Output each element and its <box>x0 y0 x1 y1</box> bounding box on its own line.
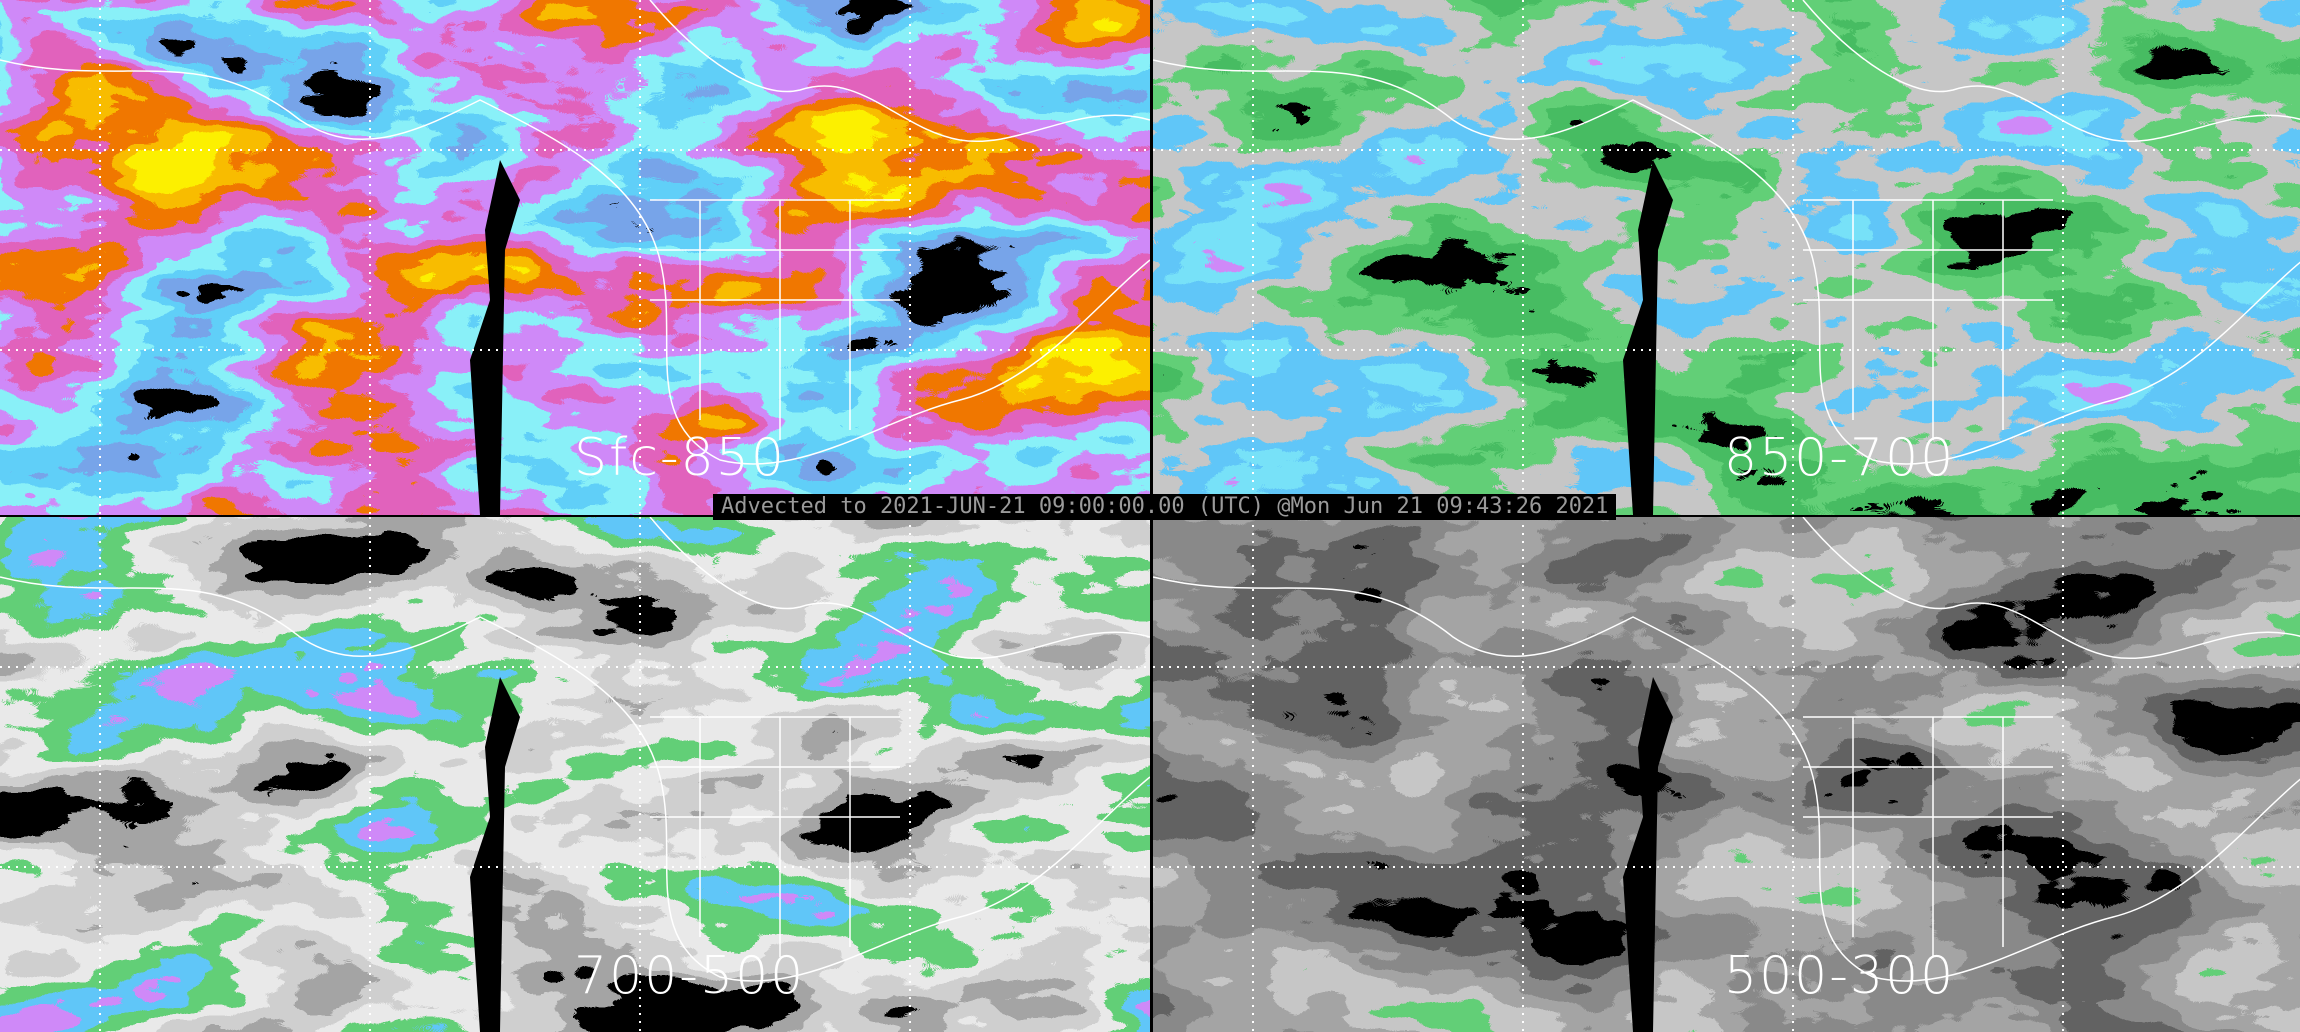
water-vapor-image <box>1153 517 2300 1032</box>
coastline <box>1153 576 2300 982</box>
panel-850-700 <box>1153 0 2300 515</box>
coastline <box>649 0 1150 142</box>
panel-sfc-850 <box>0 0 1150 515</box>
land-mask <box>1623 677 1673 1032</box>
moisture-field <box>0 517 1150 1032</box>
coastline <box>1802 517 2300 659</box>
coastline <box>1802 0 2300 142</box>
panel-500-300 <box>1153 517 2300 1032</box>
timestamp-bar: Advected to 2021-JUN-21 09:00:00.00 (UTC… <box>713 494 1617 520</box>
water-vapor-image <box>0 517 1150 1032</box>
water-vapor-image <box>1153 0 2300 515</box>
coastline <box>0 59 1150 465</box>
water-vapor-image <box>0 0 1150 515</box>
moisture-field <box>1153 517 2300 1032</box>
coastline <box>1153 59 2300 465</box>
layer-label-850-700: 850-700 <box>1724 428 1956 488</box>
land-mask <box>1623 160 1673 515</box>
panel-700-500 <box>0 517 1150 1032</box>
land-mask <box>470 677 520 1032</box>
layer-label-500-300: 500-300 <box>1724 946 1956 1006</box>
layer-label-700-500: 700-500 <box>574 946 806 1006</box>
state-borders <box>650 199 900 440</box>
state-borders <box>1803 716 2053 957</box>
state-borders <box>650 716 900 957</box>
coastline <box>649 517 1150 659</box>
layer-label-sfc-850: Sfc-850 <box>574 428 786 488</box>
moisture-field <box>0 0 1150 515</box>
state-borders <box>1803 199 2053 440</box>
coastline <box>0 576 1150 982</box>
moisture-field <box>1153 0 2300 515</box>
land-mask <box>470 160 520 515</box>
